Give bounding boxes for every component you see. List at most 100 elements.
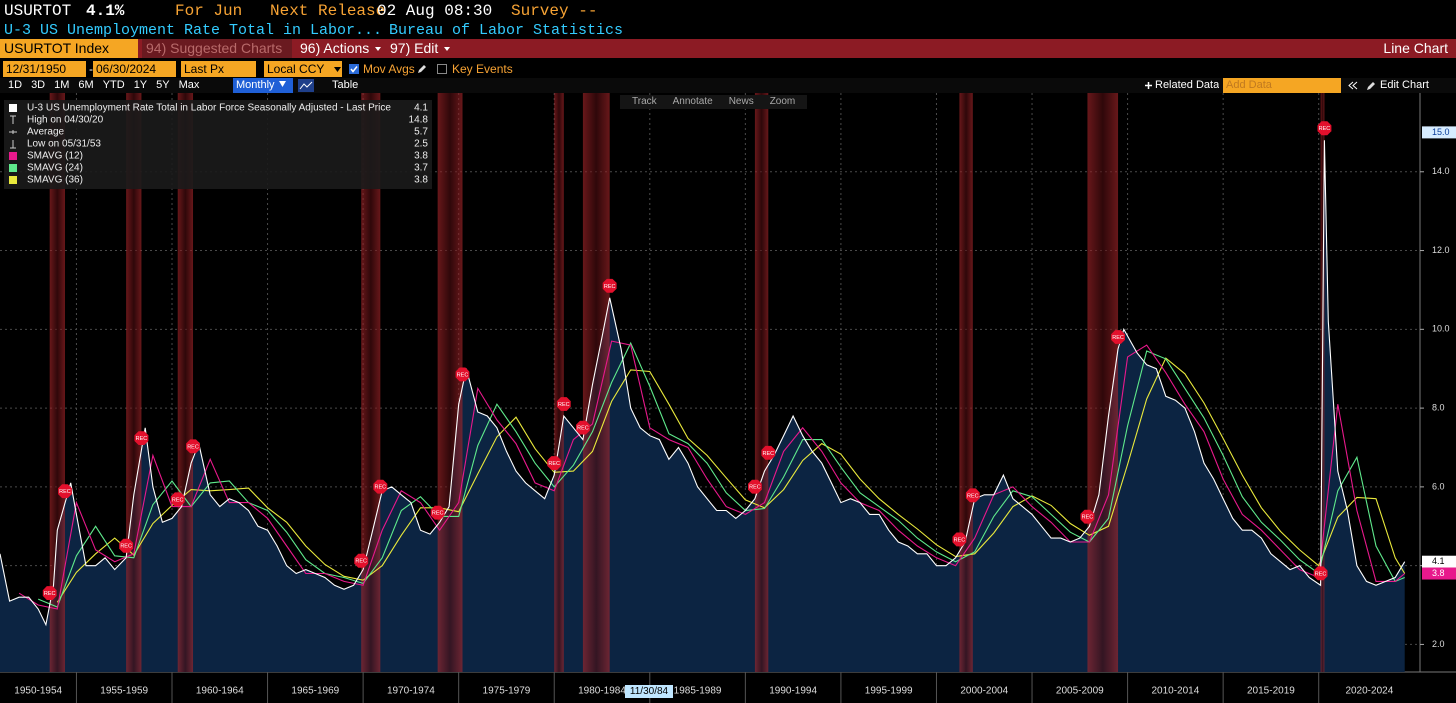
legend-label: U-3 US Unemployment Rate Total in Labor … xyxy=(27,103,391,114)
period-tab[interactable]: 5Y xyxy=(156,79,170,91)
related-data[interactable]: Related Data xyxy=(1155,79,1219,91)
recession-marker-label: REC xyxy=(577,426,589,432)
recession-band xyxy=(49,93,65,672)
last-value: 4.1% xyxy=(86,2,125,20)
recession-marker xyxy=(1080,509,1095,524)
next-release-label: Next Release xyxy=(270,2,386,20)
cursor-date-box xyxy=(625,685,673,698)
axis-tag-label: 4.1 xyxy=(1432,556,1445,566)
dropdown-icon xyxy=(375,47,382,51)
cursor-date: 11/30/84 xyxy=(630,686,669,697)
actions-menu[interactable]: 96) Actions xyxy=(296,39,382,58)
period: For Jun xyxy=(175,2,243,20)
legend-value: 3.8 xyxy=(414,151,428,162)
recession-marker xyxy=(556,397,571,411)
legend-label: SMAVG (36) xyxy=(27,175,83,186)
recession-marker xyxy=(186,439,200,454)
legend-label: High on 04/30/20 xyxy=(27,115,104,126)
recession-marker xyxy=(42,586,57,600)
x-tick-label: 1990-1994 xyxy=(769,686,817,697)
y-tick-label: 2.0 xyxy=(1432,639,1445,649)
x-tick-label: 2005-2009 xyxy=(1056,686,1104,697)
x-tick-label: 1970-1974 xyxy=(387,686,435,697)
table-tab[interactable]: Table xyxy=(332,79,359,91)
chart-tool[interactable]: News xyxy=(728,96,754,107)
add-data-input[interactable]: Add Data xyxy=(1223,78,1341,93)
key-events[interactable]: Key Events xyxy=(452,62,513,76)
recession-marker-label: REC xyxy=(44,591,56,597)
edit-chart[interactable]: Edit Chart xyxy=(1380,79,1429,91)
chart-icon[interactable] xyxy=(298,79,314,92)
survey: Survey -- xyxy=(511,2,598,20)
frequency[interactable]: Monthly xyxy=(233,78,293,93)
legend-swatch xyxy=(9,152,17,160)
recession-marker-label: REC xyxy=(1319,126,1331,132)
edit-menu[interactable]: 97) Edit xyxy=(386,39,451,58)
recession-marker xyxy=(455,367,470,382)
period-tab[interactable]: 1Y xyxy=(133,79,148,91)
recession-marker xyxy=(547,456,562,470)
period-tab[interactable]: 3D xyxy=(31,79,46,91)
recession-marker xyxy=(761,445,776,460)
legend-label: Low on 05/31/53 xyxy=(27,139,101,150)
axis-tag-label: 15.0 xyxy=(1432,127,1450,137)
period-tab[interactable]: 1M xyxy=(54,79,70,91)
dropdown-icon xyxy=(278,81,286,87)
legend-value: 14.8 xyxy=(409,115,429,126)
x-tick-label: 1955-1959 xyxy=(100,686,148,697)
chart-tool[interactable]: Track xyxy=(632,96,657,107)
legend-icon xyxy=(9,130,17,134)
recession-band xyxy=(582,93,610,672)
line xyxy=(0,140,1406,627)
recession-marker-label: REC xyxy=(375,485,387,491)
recession-marker-label: REC xyxy=(187,444,199,450)
legend-label: SMAVG (12) xyxy=(27,151,83,162)
chart-tool[interactable]: Zoom xyxy=(769,96,796,107)
collapse-icon[interactable] xyxy=(1348,81,1358,90)
start-date[interactable]: 12/31/1950 xyxy=(3,61,86,77)
legend-swatch xyxy=(9,176,17,184)
x-tick-label: 1950-1954 xyxy=(14,686,62,697)
moving-average-line xyxy=(56,357,1406,603)
next-release: 02 Aug 08:30 xyxy=(377,2,493,20)
plus-icon xyxy=(1145,82,1152,89)
period-tab[interactable]: 1D xyxy=(8,79,23,91)
frequency-label: Monthly xyxy=(236,79,275,91)
period-bar xyxy=(0,78,1456,93)
legend-label: Average xyxy=(27,127,65,138)
period-tab[interactable]: YTD xyxy=(102,79,125,91)
y-tick-label: 6.0 xyxy=(1432,481,1445,491)
mov-avgs[interactable]: Mov Avgs xyxy=(363,62,415,76)
recession-marker xyxy=(58,484,72,499)
end-date[interactable]: 06/30/2024 xyxy=(93,61,176,77)
recession-band xyxy=(959,93,973,672)
x-tick-label: 1985-1989 xyxy=(674,686,722,697)
recession-marker xyxy=(1317,121,1332,136)
axis-tag xyxy=(1422,567,1456,580)
checkbox[interactable] xyxy=(349,64,359,74)
axis-tag xyxy=(1422,555,1456,568)
recession-marker-label: REC xyxy=(954,537,966,543)
recession-marker-label: REC xyxy=(136,436,148,442)
recession-marker xyxy=(1111,330,1125,344)
security-field[interactable]: USURTOT Index xyxy=(0,39,138,58)
recession-marker-label: REC xyxy=(120,544,132,550)
recession-marker-label: REC xyxy=(558,402,570,408)
price-field[interactable]: Last Px xyxy=(181,61,256,77)
actions-label: 96) Actions xyxy=(300,40,370,56)
checkbox[interactable] xyxy=(437,64,447,74)
chart-tool[interactable]: Annotate xyxy=(672,96,713,107)
recession-marker xyxy=(748,479,762,494)
x-tick-label: 2000-2004 xyxy=(960,686,1008,697)
legend-icon xyxy=(10,115,16,124)
period-tab[interactable]: Max xyxy=(178,79,200,91)
recession-marker xyxy=(1313,566,1328,581)
chart-type[interactable]: Line Chart xyxy=(1383,40,1448,56)
suggested-charts[interactable]: 94) Suggested Charts xyxy=(142,39,292,58)
x-tick-label: 1975-1979 xyxy=(483,686,531,697)
y-tick-label: 8.0 xyxy=(1432,402,1445,412)
pencil-icon[interactable] xyxy=(417,64,427,74)
period-tab[interactable]: 6M xyxy=(78,79,94,91)
currency[interactable]: Local CCY xyxy=(264,61,342,77)
y-tick-label: 10.0 xyxy=(1432,324,1450,334)
